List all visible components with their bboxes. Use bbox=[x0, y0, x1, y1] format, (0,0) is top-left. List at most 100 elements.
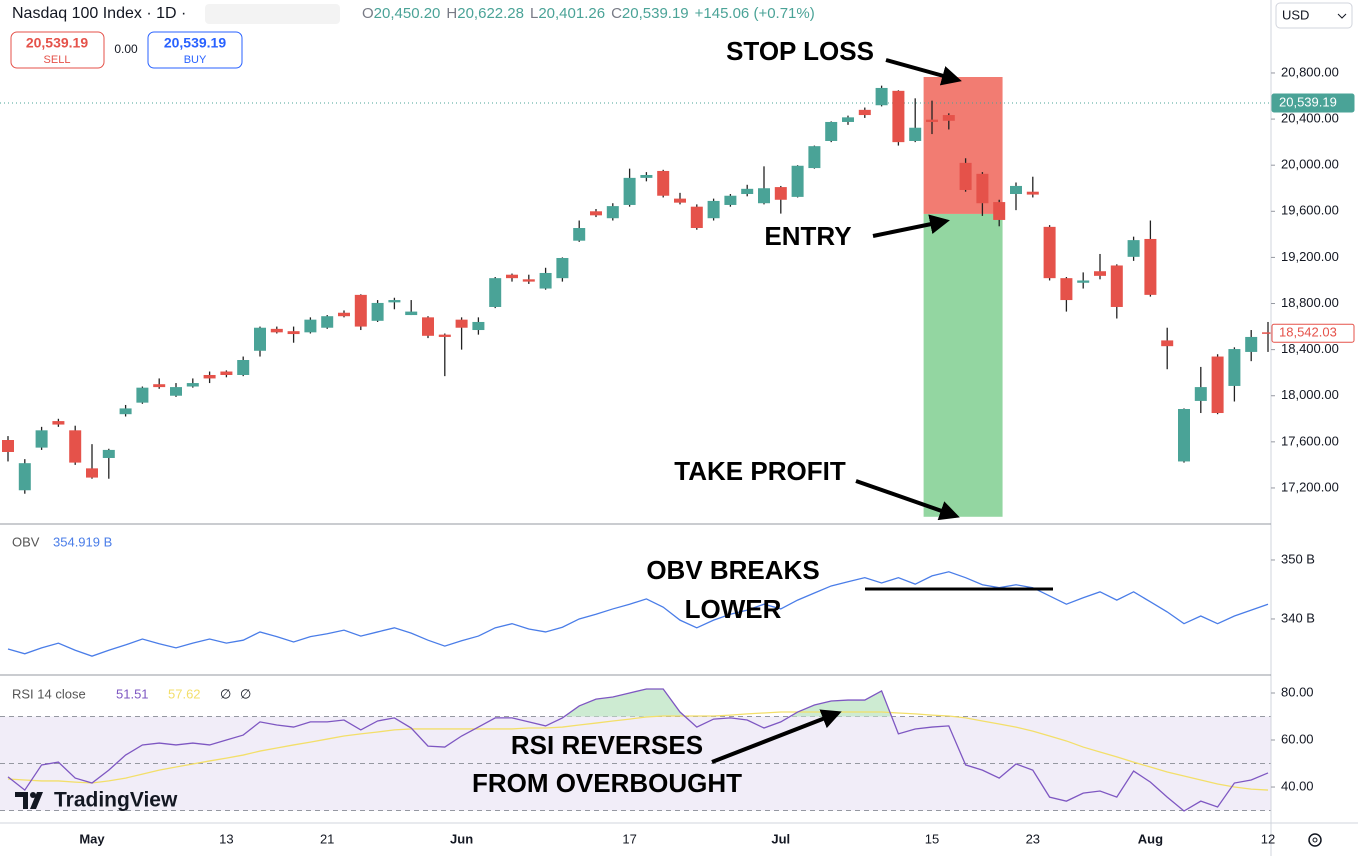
y-tick-label: 20,000.00 bbox=[1281, 157, 1339, 172]
candle-body bbox=[455, 319, 468, 328]
candle-body bbox=[186, 383, 199, 387]
sell-label[interactable]: SELL bbox=[44, 54, 71, 66]
candle-body bbox=[220, 371, 233, 375]
candle-body bbox=[640, 174, 653, 178]
y-tick-label: 19,600.00 bbox=[1281, 203, 1339, 218]
y-tick-label: 17,200.00 bbox=[1281, 479, 1339, 494]
x-tick-label: 13 bbox=[219, 831, 233, 846]
y-tick-label: 350 B bbox=[1281, 551, 1315, 566]
currency-box[interactable] bbox=[1275, 2, 1353, 29]
candle-body bbox=[35, 430, 48, 448]
settings-icon[interactable] bbox=[1308, 833, 1322, 847]
candle-body bbox=[405, 311, 418, 316]
candle-body bbox=[1043, 226, 1056, 279]
x-tick-label: Aug bbox=[1138, 831, 1163, 846]
candle-body bbox=[321, 316, 334, 328]
sell-box[interactable] bbox=[10, 31, 105, 69]
candle-body bbox=[1194, 387, 1207, 401]
candle-body bbox=[573, 228, 586, 241]
buy-price[interactable]: 20,539.19 bbox=[164, 35, 226, 51]
candle-body bbox=[875, 87, 888, 106]
candle-body bbox=[942, 115, 955, 121]
annotation: STOP LOSS bbox=[726, 36, 874, 66]
candle-body bbox=[926, 119, 938, 122]
buy-label[interactable]: BUY bbox=[184, 54, 207, 66]
indicator-value: 354.919 B bbox=[53, 534, 112, 549]
annotation: TAKE PROFIT bbox=[674, 456, 846, 486]
candle-body bbox=[489, 278, 502, 307]
series-line bbox=[7, 711, 1269, 791]
candle-body bbox=[657, 170, 670, 196]
indicator-title: RSI 14 close bbox=[12, 686, 86, 701]
y-tick-label: 17,600.00 bbox=[1281, 433, 1339, 448]
candle-body bbox=[237, 360, 250, 375]
sell-button[interactable]: 20,539.19 SELL bbox=[10, 31, 105, 69]
candle-body bbox=[909, 127, 922, 141]
y-tick-label: 19,200.00 bbox=[1281, 249, 1339, 264]
candle-body bbox=[623, 177, 636, 205]
indicator-title: OBV bbox=[12, 534, 40, 549]
annotation: FROM OVERBOUGHT bbox=[472, 768, 742, 798]
candle-body bbox=[2, 440, 14, 452]
candle-body bbox=[724, 195, 737, 205]
candle-body bbox=[1262, 332, 1274, 334]
candle-body bbox=[674, 198, 686, 203]
candle-body bbox=[1110, 265, 1123, 307]
candle-body bbox=[522, 279, 535, 282]
settings-icon[interactable] bbox=[1312, 837, 1318, 843]
arrow bbox=[855, 479, 960, 521]
ohlc-key: H bbox=[446, 5, 457, 22]
candle-body bbox=[959, 162, 972, 190]
candle-body bbox=[1094, 271, 1106, 276]
annotation: OBV BREAKS bbox=[646, 555, 819, 585]
x-tick-label: Jun bbox=[450, 831, 473, 846]
currency-select[interactable]: USD bbox=[1275, 2, 1353, 29]
y-tick-label: 40.00 bbox=[1281, 778, 1314, 793]
candle-body bbox=[1127, 240, 1140, 257]
candle-body bbox=[976, 173, 989, 204]
ohlc-value: 20,539.19 bbox=[622, 5, 689, 22]
candle-body bbox=[1026, 191, 1039, 195]
candle-body bbox=[1228, 349, 1241, 386]
candle-body bbox=[422, 317, 434, 336]
ohlc-value: 20,401.26 bbox=[538, 5, 605, 22]
y-tick-label: 18,800.00 bbox=[1281, 295, 1339, 310]
watermark: TradingView bbox=[15, 789, 178, 812]
currency[interactable]: USD bbox=[1282, 7, 1309, 22]
annotation: ENTRY bbox=[764, 221, 851, 251]
y-tick-label: 18,000.00 bbox=[1281, 387, 1339, 402]
x-tick-label: Jul bbox=[771, 831, 790, 846]
candle-body bbox=[707, 200, 720, 219]
x-tick-label: 15 bbox=[925, 831, 939, 846]
candle-body bbox=[808, 146, 821, 169]
candle-body bbox=[102, 449, 115, 458]
price-label-box bbox=[1271, 323, 1355, 343]
logo bbox=[15, 792, 43, 809]
candle-body bbox=[170, 387, 182, 396]
candle-body bbox=[774, 187, 787, 200]
candle-body bbox=[606, 206, 619, 219]
candle-body bbox=[254, 327, 266, 351]
price-label: 20,539.19 bbox=[1279, 94, 1337, 109]
take-profit-zone bbox=[923, 213, 1003, 517]
candle-body bbox=[590, 211, 602, 216]
y-tick-label: 18,400.00 bbox=[1281, 341, 1339, 356]
y-tick-label: 20,400.00 bbox=[1281, 111, 1339, 126]
candle-body bbox=[858, 109, 871, 116]
data-layer bbox=[2, 85, 1274, 812]
logo bbox=[30, 792, 36, 798]
ohlc-key: O bbox=[362, 5, 374, 22]
chevron[interactable] bbox=[1337, 13, 1347, 19]
sell-price[interactable]: 20,539.19 bbox=[26, 35, 88, 51]
overbought-fill bbox=[8, 688, 1268, 717]
candle-body bbox=[270, 328, 283, 333]
candle-body bbox=[119, 408, 132, 415]
x-tick-label: 17 bbox=[622, 831, 636, 846]
candle-body bbox=[203, 374, 216, 379]
annotation: RSI REVERSES bbox=[511, 730, 703, 760]
candle-body bbox=[539, 272, 552, 289]
arrow bbox=[711, 709, 842, 764]
buy-button[interactable]: 20,539.19 BUY bbox=[147, 31, 243, 69]
buy-box[interactable] bbox=[147, 31, 243, 69]
